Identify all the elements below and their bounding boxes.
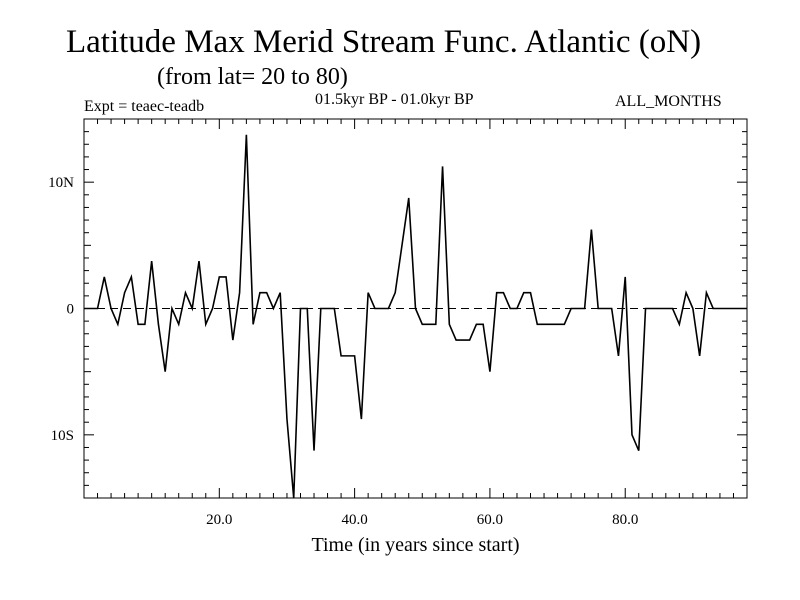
plot-frame bbox=[83, 118, 748, 499]
x-axis-label: Time (in years since start) bbox=[311, 534, 519, 556]
x-tick-label: 80.0 bbox=[612, 512, 638, 528]
axis-ticks bbox=[84, 119, 747, 498]
months-label: ALL_MONTHS bbox=[615, 93, 722, 110]
y-tick-labels: 10N 0 10S bbox=[48, 175, 74, 444]
chart-subtitle: (from lat= 20 to 80) bbox=[157, 64, 348, 90]
x-tick-label: 60.0 bbox=[477, 512, 503, 528]
y-tick-label: 10S bbox=[51, 428, 74, 444]
data-series-line bbox=[84, 134, 747, 499]
y-tick-label: 10N bbox=[48, 175, 74, 191]
period-label: 01.5kyr BP - 01.0kyr BP bbox=[315, 91, 474, 108]
x-tick-label: 40.0 bbox=[341, 512, 367, 528]
y-tick-label: 0 bbox=[67, 302, 75, 318]
x-tick-labels: 20.0 40.0 60.0 80.0 bbox=[206, 512, 638, 528]
chart-title: Latitude Max Merid Stream Func. Atlantic… bbox=[66, 24, 702, 60]
experiment-label: Expt = teaec-teadb bbox=[84, 98, 205, 115]
x-tick-label: 20.0 bbox=[206, 512, 232, 528]
